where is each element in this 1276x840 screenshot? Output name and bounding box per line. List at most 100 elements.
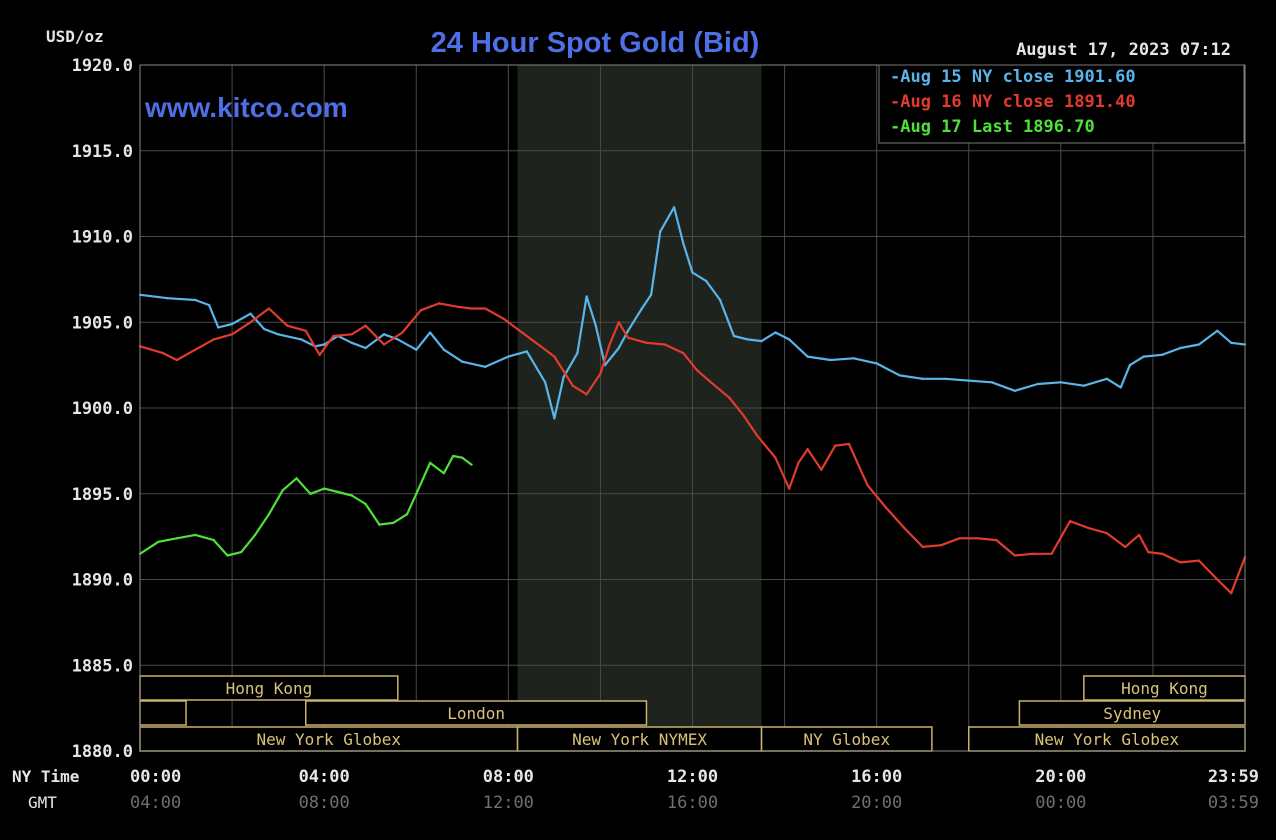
series-group bbox=[138, 454, 473, 557]
series-point bbox=[705, 279, 708, 283]
series-point bbox=[599, 372, 602, 375]
series-point bbox=[175, 358, 179, 362]
series-point bbox=[944, 377, 947, 381]
series-point bbox=[299, 338, 303, 341]
series-point bbox=[806, 355, 809, 358]
series-point bbox=[1197, 559, 1201, 562]
series-point bbox=[392, 521, 395, 525]
series-point bbox=[1229, 592, 1233, 595]
x-tick-label-gmt: 00:00 bbox=[1035, 793, 1086, 813]
series-point bbox=[1082, 384, 1086, 387]
series-point bbox=[806, 447, 809, 451]
plot-border bbox=[139, 64, 1246, 752]
series-point bbox=[875, 362, 878, 365]
series-point bbox=[1032, 552, 1035, 555]
series-point bbox=[695, 369, 699, 372]
series-point bbox=[428, 461, 432, 465]
series-point bbox=[322, 343, 326, 346]
series-point bbox=[1087, 526, 1090, 530]
x-axis-ticks: 00:00 04:00 04:00 08:00 08:00 12:00 12:00 16:00… bbox=[130, 767, 1259, 813]
session-label: New York NYMEX bbox=[572, 730, 707, 749]
series-point bbox=[1124, 545, 1127, 549]
series-point bbox=[594, 324, 598, 327]
session-box bbox=[1018, 700, 1246, 726]
series-point bbox=[1216, 329, 1219, 333]
series-point bbox=[1128, 363, 1132, 367]
x-tick-label-ny: 20:00 bbox=[1035, 767, 1086, 787]
series-point bbox=[990, 381, 993, 384]
series-point bbox=[1160, 552, 1164, 555]
series-point bbox=[157, 540, 160, 543]
series-point bbox=[939, 544, 943, 547]
series-point bbox=[995, 538, 998, 542]
series-point bbox=[1197, 343, 1201, 346]
y-tick-label: 1890.0 bbox=[72, 571, 133, 591]
series-point bbox=[553, 355, 556, 358]
series-point bbox=[364, 502, 367, 506]
series-point bbox=[350, 341, 353, 345]
series-point bbox=[1105, 377, 1109, 381]
series-point bbox=[1142, 355, 1145, 358]
series-point bbox=[576, 351, 579, 355]
session-label: New York Globex bbox=[257, 730, 402, 749]
ny-time-row-label: NY Time bbox=[12, 767, 79, 786]
series-point bbox=[617, 346, 621, 350]
series-point bbox=[240, 550, 243, 554]
session-box bbox=[305, 700, 648, 726]
series-point bbox=[847, 442, 851, 446]
session-box bbox=[139, 675, 399, 701]
y-tick-label: 1915.0 bbox=[72, 142, 133, 162]
legend-entry: -Aug 16 NY close 1891.40 bbox=[890, 92, 1136, 112]
series-point bbox=[1036, 382, 1040, 386]
series-point bbox=[709, 381, 713, 384]
series-point bbox=[626, 336, 630, 339]
series-point bbox=[539, 345, 542, 348]
series-point bbox=[451, 454, 455, 458]
series-point bbox=[1068, 519, 1072, 523]
series-point bbox=[378, 523, 381, 526]
series-point bbox=[442, 471, 446, 475]
series-point bbox=[322, 487, 326, 490]
x-tick-label-ny: 04:00 bbox=[299, 767, 350, 787]
series-point bbox=[194, 298, 197, 302]
series-point bbox=[1119, 386, 1122, 389]
series-point bbox=[249, 312, 252, 315]
series-point bbox=[1179, 561, 1182, 564]
x-tick-label-ny: 00:00 bbox=[130, 767, 181, 787]
series-point bbox=[442, 348, 446, 351]
series-point bbox=[1105, 531, 1109, 535]
series-point bbox=[364, 324, 367, 327]
series-point bbox=[332, 334, 335, 338]
series-point bbox=[309, 492, 312, 495]
series-point bbox=[175, 537, 179, 540]
series-point bbox=[520, 331, 524, 334]
series-point bbox=[276, 333, 280, 336]
series-point bbox=[746, 338, 749, 341]
series-point bbox=[396, 338, 400, 341]
series-point bbox=[732, 334, 736, 338]
legend: -Aug 15 NY close 1901.60 -Aug 16 NY close… bbox=[878, 64, 1245, 144]
series-point bbox=[829, 358, 832, 362]
series-point bbox=[502, 317, 505, 321]
series-point bbox=[608, 343, 611, 346]
series-point bbox=[253, 533, 257, 537]
series-point bbox=[976, 537, 980, 540]
y-tick-label: 1900.0 bbox=[72, 399, 133, 419]
series-point bbox=[470, 463, 473, 466]
series-point bbox=[718, 298, 722, 302]
series-point bbox=[903, 526, 906, 530]
series-point bbox=[645, 341, 648, 345]
series-point bbox=[364, 346, 367, 350]
series-point bbox=[419, 309, 423, 312]
legend-entry: -Aug 15 NY close 1901.60 bbox=[890, 67, 1136, 87]
legend-box bbox=[878, 64, 1245, 144]
series-lines bbox=[138, 206, 1247, 595]
series-point bbox=[1137, 533, 1141, 537]
series-point bbox=[562, 375, 565, 379]
series-point bbox=[212, 338, 215, 341]
series-point bbox=[921, 545, 924, 549]
session-label: New York Globex bbox=[1035, 730, 1180, 749]
series-point bbox=[484, 307, 487, 310]
series-point bbox=[207, 303, 211, 307]
